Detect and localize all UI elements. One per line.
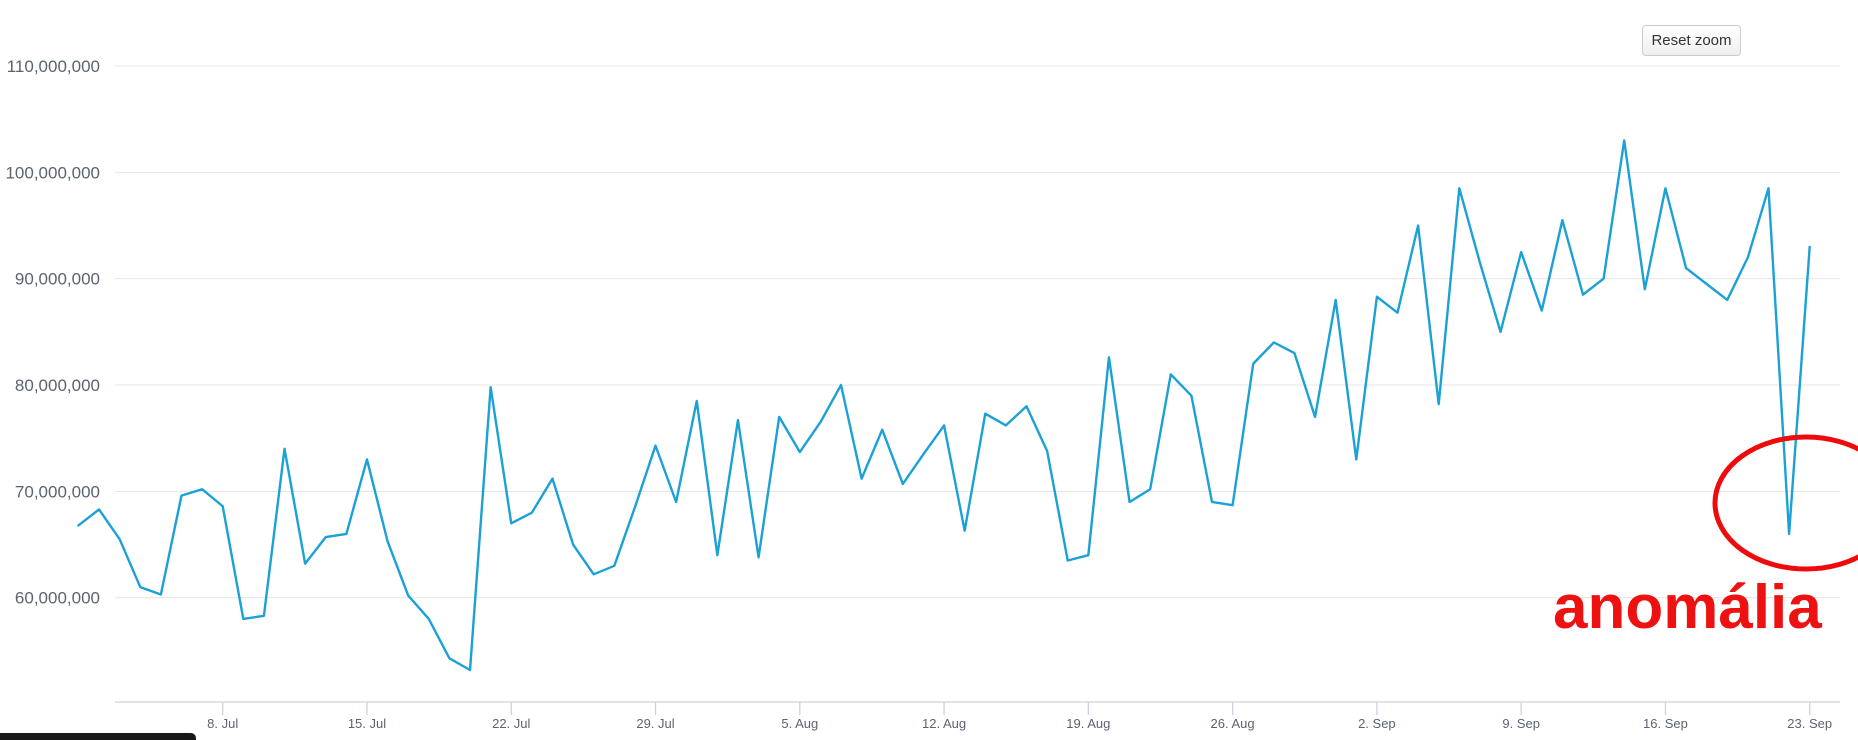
svg-text:100,000,000: 100,000,000 [5,163,100,182]
svg-text:29. Jul: 29. Jul [636,716,674,731]
svg-text:2. Sep: 2. Sep [1358,716,1396,731]
svg-text:23. Sep: 23. Sep [1787,716,1832,731]
svg-text:60,000,000: 60,000,000 [15,589,100,608]
svg-text:16. Sep: 16. Sep [1643,716,1688,731]
svg-text:90,000,000: 90,000,000 [15,270,100,289]
svg-text:5. Aug: 5. Aug [781,716,818,731]
svg-text:22. Jul: 22. Jul [492,716,530,731]
svg-text:15. Jul: 15. Jul [348,716,386,731]
svg-text:8. Jul: 8. Jul [207,716,238,731]
svg-text:9. Sep: 9. Sep [1502,716,1540,731]
svg-text:70,000,000: 70,000,000 [15,482,100,501]
svg-text:80,000,000: 80,000,000 [15,376,100,395]
svg-text:26. Aug: 26. Aug [1211,716,1255,731]
svg-text:anomália: anomália [1553,573,1822,642]
svg-text:110,000,000: 110,000,000 [7,57,100,76]
svg-text:12. Aug: 12. Aug [922,716,966,731]
svg-text:19. Aug: 19. Aug [1066,716,1110,731]
